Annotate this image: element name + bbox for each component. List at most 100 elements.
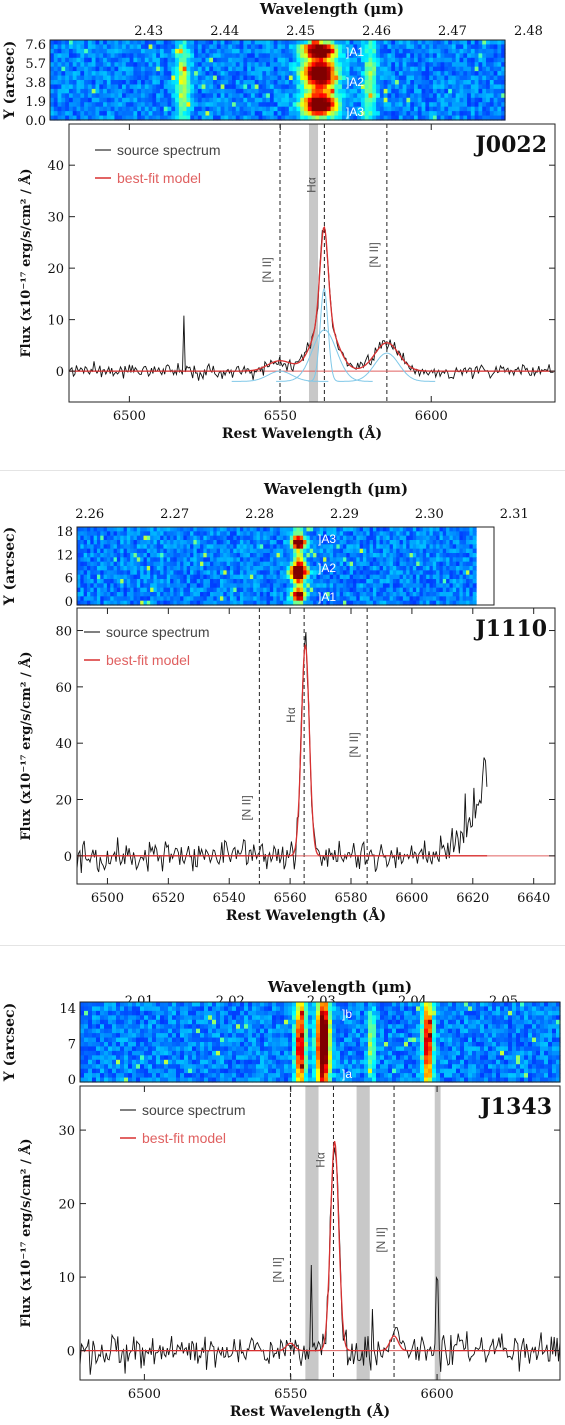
heatmap-cell — [103, 557, 108, 563]
heatmap-cell — [53, 40, 59, 46]
heatmap-cell — [104, 1033, 109, 1039]
heatmap-cell — [103, 106, 108, 112]
heatmap-cell — [279, 527, 284, 532]
heatmap-cell — [412, 540, 417, 545]
heatmap-cell — [266, 570, 271, 576]
heatmap-cell — [84, 102, 89, 108]
heatmap-cell — [307, 62, 313, 68]
heatmap-cell — [194, 80, 199, 86]
heatmap-cell — [84, 1073, 89, 1079]
heatmap-cell — [76, 111, 81, 117]
heatmap-cell — [467, 40, 472, 46]
heatmap-cell — [311, 102, 317, 108]
heatmap-cell — [379, 115, 385, 121]
heatmap-cell — [178, 102, 184, 108]
heatmap-cell — [144, 1059, 149, 1065]
heatmap-cell — [469, 544, 474, 550]
heatmap-cell — [168, 1019, 173, 1025]
heatmap-cell — [422, 600, 427, 606]
heatmap-cell — [412, 527, 417, 532]
heatmap-cell — [128, 1064, 133, 1070]
heatmap-cell — [80, 115, 85, 121]
heatmap-cell — [206, 561, 211, 567]
heatmap-cell — [432, 579, 437, 584]
heatmap-cell — [341, 44, 347, 50]
heatmap-cell — [213, 111, 218, 117]
heatmap-cell — [116, 544, 121, 550]
heatmap-cell — [220, 48, 226, 54]
heatmap-cell — [137, 97, 142, 103]
heatmap-cell — [402, 88, 408, 94]
heatmap-cell — [186, 535, 191, 541]
heatmap-cell — [232, 44, 237, 50]
heatmap-cell — [339, 583, 344, 589]
heatmap-cell — [306, 527, 311, 532]
heatmap-cell — [273, 40, 279, 46]
heatmap-cell — [273, 587, 278, 593]
heatmap-cell — [103, 540, 108, 545]
heatmap-cell — [398, 93, 404, 99]
heatmap-cell — [172, 1037, 177, 1043]
heatmap-cell — [99, 53, 104, 59]
heatmap-cell — [288, 88, 294, 94]
heatmap-cell — [205, 40, 210, 46]
heatmap-cell — [444, 84, 449, 90]
heatmap-cell — [421, 53, 426, 59]
heatmap-cell — [470, 111, 476, 117]
heatmap-cell — [283, 527, 288, 532]
heatmap-cell — [382, 527, 387, 532]
heatmap-cell — [103, 548, 108, 554]
heatmap-cell — [144, 66, 150, 72]
heatmap-cell — [399, 579, 404, 584]
heatmap-cell — [190, 544, 194, 550]
heatmap-cell — [304, 44, 309, 50]
heatmap-cell — [103, 71, 108, 77]
heatmap-cell — [96, 548, 101, 554]
heatmap-cell — [96, 596, 101, 602]
heatmap-cell — [439, 579, 444, 584]
heatmap-cell — [391, 84, 396, 90]
heatmap-cell — [148, 1064, 153, 1070]
heatmap-cell — [156, 583, 161, 589]
heatmap-cell — [201, 97, 207, 103]
heatmap-cell — [379, 600, 384, 606]
aperture-label: ]A3 — [346, 105, 364, 119]
heatmap-cell — [250, 66, 256, 72]
heatmap-cell — [362, 535, 367, 541]
heatmap-cell — [210, 531, 214, 537]
heatmap-cell — [205, 53, 210, 59]
heatmap-cell — [96, 592, 101, 597]
heatmap-cell — [406, 548, 411, 554]
heatmap-cell — [459, 566, 464, 571]
aperture-label: ]A2 — [318, 561, 336, 575]
heatmap-cell — [339, 531, 344, 537]
heatmap-cell — [137, 102, 142, 108]
heatmap-cell — [482, 53, 487, 59]
heatmap-cell — [57, 48, 62, 54]
heatmap-cell — [293, 531, 298, 537]
heatmap-cell — [326, 527, 331, 532]
heatmap-cell — [87, 111, 93, 117]
heatmap-cell — [451, 66, 457, 72]
heatmap-cell — [364, 44, 370, 50]
heatmap-cell — [425, 48, 430, 54]
heatmap-cell — [316, 592, 321, 597]
heatmap-cell — [186, 574, 191, 580]
heatmap-cell — [309, 544, 314, 550]
heatmap-cell — [417, 102, 423, 108]
heatmap-cell — [206, 574, 211, 580]
heatmap-cell — [392, 553, 397, 558]
heatmap-cell — [402, 574, 407, 580]
heatmap-cell — [176, 587, 181, 593]
heatmap-cell — [315, 57, 320, 63]
heatmap-cell — [402, 553, 407, 558]
heatmap-cell — [156, 115, 161, 121]
heatmap-cell — [125, 66, 131, 72]
heatmap-cell — [353, 106, 358, 112]
aperture-label: ]A2 — [346, 75, 364, 89]
heatmap-cell — [343, 574, 347, 580]
heatmap-cell — [201, 62, 207, 68]
heatmap-cell — [197, 97, 203, 103]
heatmap-cell — [116, 1019, 121, 1025]
heatmap-cell — [99, 111, 104, 117]
